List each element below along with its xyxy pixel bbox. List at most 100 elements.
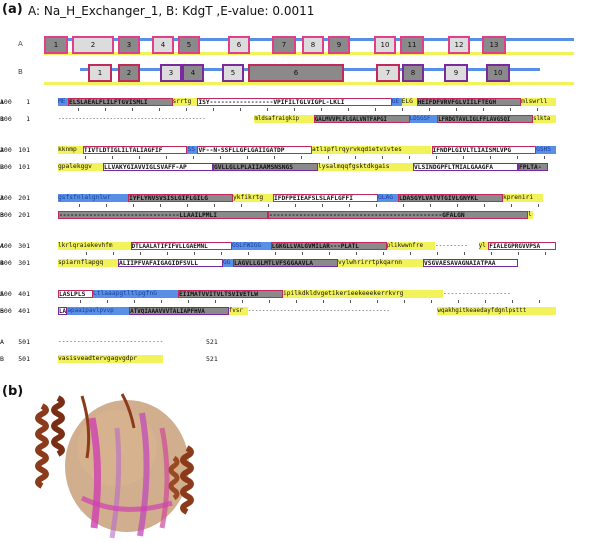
conservation-mark [140, 252, 141, 255]
sequence-a-segment: atlipflrqyrvkqdietvivtes [311, 146, 432, 154]
conservation-mark [539, 300, 540, 303]
conservation-mark [247, 156, 248, 159]
sequence-b-segment: ----------------------------------------… [58, 116, 206, 122]
row-b-start: 201 [18, 211, 30, 219]
conservation-mark [86, 252, 87, 255]
row-a-start: 401 [18, 290, 30, 298]
row-a-end: 400 [0, 242, 12, 250]
row-b-end: 300 [0, 211, 12, 219]
conservation-mark [328, 156, 329, 159]
conservation-mark [188, 300, 189, 303]
conservation-mark [409, 156, 410, 159]
sequence-a-segment: FIALEGPRGVVPSA [488, 242, 556, 250]
panel-a-label: (a) [2, 2, 23, 17]
sequence-b-segment: spiarnflapgq [58, 259, 118, 267]
conservation-mark [240, 108, 241, 111]
conservation-mark [545, 252, 546, 255]
row-a-end: 100 [0, 98, 12, 106]
row-a-label: A [0, 242, 4, 250]
sequence-b-segment: fvsr [228, 307, 248, 315]
sequence-b-segment: ----------------------------------------… [268, 211, 528, 219]
topology-track-a: 1 2 3 4 5 6 7 8 9 10 11 12 13 [0, 30, 591, 60]
conservation-mark [490, 156, 491, 159]
conservation-mark [80, 300, 81, 303]
row-b-end: 100 [0, 115, 12, 123]
sequence-b-segment: LLVAKYGIAVVIGLSVAFF-AP [103, 163, 213, 171]
row-b-end: 400 [0, 259, 12, 267]
sequence-a-segment: yl [478, 242, 489, 250]
row-a-label: A [0, 146, 4, 154]
conservation-mark [166, 156, 167, 159]
conservation-mark [161, 300, 162, 303]
conservation-mark [267, 108, 268, 111]
sequence-a-segment: ------------------ [443, 290, 511, 297]
track-a-helix: 7 [272, 36, 296, 54]
track-a-helix: 6 [228, 36, 250, 54]
conservation-mark [79, 204, 80, 207]
track-a-helix: 2 [72, 36, 114, 54]
sequence-a-segment: LGKGLLVALGVMILAR---PLATL [270, 242, 387, 250]
sequence-a-segment: kknmp [58, 146, 83, 154]
sequence-a-segment: --------- [435, 242, 468, 249]
conservation-mark [457, 204, 458, 207]
conservation-mark [329, 252, 330, 255]
track-a-helix: 1 [44, 36, 68, 54]
conservation-mark [483, 108, 484, 111]
magenta-helix [88, 417, 102, 529]
track-b-helix: 10 [486, 64, 510, 82]
track-b-loop-line [44, 82, 574, 85]
row-b-end: 521 [206, 355, 218, 363]
conservation-mark [139, 156, 140, 159]
conservation-mark [375, 108, 376, 111]
sequence-a-segment: GE [391, 98, 402, 106]
row-a-start: 301 [18, 242, 30, 250]
conservation-mark [518, 252, 519, 255]
row-a-end: 521 [206, 338, 218, 346]
sequence-a-segment: ykfikrtg [233, 194, 273, 202]
track-a-helix: 5 [178, 36, 200, 54]
row-a-start: 501 [18, 338, 30, 346]
sequence-b-segment: slkta [533, 115, 556, 123]
track-a-label: A [18, 40, 23, 48]
sequence-b-segment: GALMVVPLFLGALVNTFAPGI [313, 115, 410, 123]
sequence-a-segment: LDASGYLVATVTGIVLGNYKL [398, 194, 503, 202]
sequence-a-segment: GSHS [536, 146, 556, 154]
conservation-mark [167, 252, 168, 255]
track-b-helix: 4 [182, 64, 204, 82]
conservation-mark [133, 204, 134, 207]
topology-track-b: 1 2 3 4 5 6 7 8 9 10 [0, 60, 591, 90]
track-a-helix: 8 [302, 36, 324, 54]
conservation-mark [491, 252, 492, 255]
conservation-mark [464, 252, 465, 255]
conservation-mark [456, 108, 457, 111]
conservation-mark [537, 108, 538, 111]
row-a-label: A [0, 338, 4, 346]
conservation-mark [268, 204, 269, 207]
sequence-a-segment: LASLPLS [58, 290, 93, 298]
conservation-mark [269, 300, 270, 303]
conservation-mark [295, 204, 296, 207]
sequence-b-segment: l [528, 211, 533, 219]
row-b-label: B [0, 307, 4, 315]
track-b-helix: 9 [444, 64, 468, 82]
sequence-a-segment: ELSLAEALFLILFTGVISMLI [67, 98, 173, 106]
row-b-end: 500 [0, 307, 12, 315]
sequence-b-segment: apaaipavlpvvp [67, 307, 130, 315]
conservation-mark [402, 108, 403, 111]
track-a-helix: 9 [328, 36, 350, 54]
sequence-a-segment: ---------------------------- [58, 338, 164, 345]
sequence-a-segment: GSLFWIGG [232, 242, 271, 250]
brown-helix-right [168, 445, 194, 515]
conservation-mark [132, 108, 133, 111]
conservation-mark [107, 300, 108, 303]
sequence-b-segment: LFRDGTAVLIGLFFLAVGSQI [437, 115, 534, 123]
sequence-b-segment: gpalekggv [58, 163, 103, 171]
conservation-mark [485, 300, 486, 303]
sequence-a-segment: plikwwnfre [386, 242, 436, 250]
conservation-mark [350, 300, 351, 303]
conservation-mark [160, 204, 161, 207]
sequence-a-segment: srrtg [172, 98, 198, 106]
sequence-alignment: A 1 B 1 100 100 ME ELSLAEALFLILFTGVISMLI srrtg IS… [0, 92, 591, 382]
track-a-helix: 11 [400, 36, 424, 54]
row-b-start: 301 [18, 259, 30, 267]
